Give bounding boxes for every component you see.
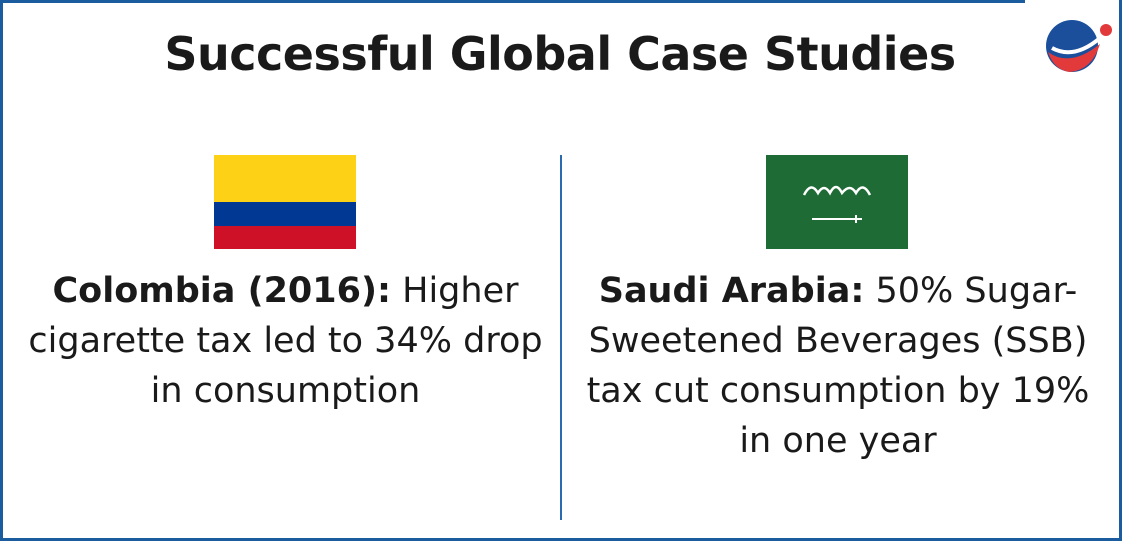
- title: Successful Global Case Studies: [164, 27, 956, 81]
- case-body: 50% Sugar-Sweetened Beverages (SSB) tax …: [586, 271, 1090, 461]
- colombia-flag: [214, 155, 356, 249]
- divider: [560, 155, 562, 520]
- saudi-flag: [766, 155, 908, 249]
- logo: [1046, 20, 1112, 72]
- case-body: Higher cigarette tax led to 34% drop in …: [28, 271, 543, 411]
- frame-top: [0, 0, 1025, 3]
- case-text: Saudi Arabia: 50% Sugar-Sweetened Bevera…: [578, 266, 1098, 466]
- case-text: Colombia (2016): Higher cigarette tax le…: [18, 266, 553, 416]
- case-label: Colombia (2016):: [52, 271, 391, 311]
- case-label: Saudi Arabia:: [598, 271, 865, 311]
